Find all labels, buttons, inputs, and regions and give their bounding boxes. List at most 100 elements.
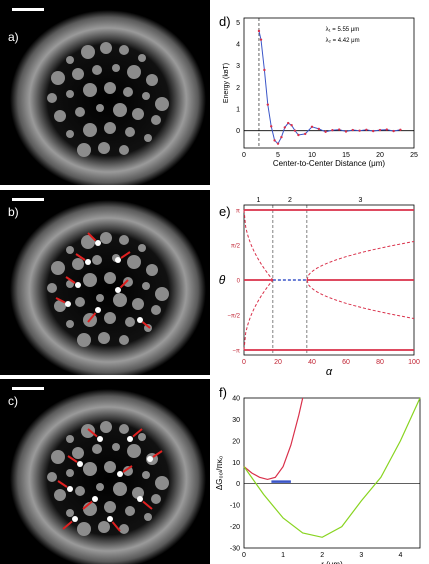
unstable-branch bbox=[243, 279, 274, 351]
x-tick-label: 0 bbox=[242, 152, 246, 159]
particle bbox=[66, 509, 74, 517]
particle bbox=[54, 110, 66, 122]
particle bbox=[112, 443, 120, 451]
arrow bbox=[119, 279, 129, 289]
annotation: λ₂ = 4.42 μm bbox=[326, 38, 360, 44]
bright-defect bbox=[95, 240, 101, 246]
y-axis-label: Energy (kʙT) bbox=[223, 63, 230, 103]
bright-defect bbox=[85, 259, 91, 265]
particle bbox=[104, 461, 116, 473]
data-point bbox=[297, 133, 300, 137]
data-point bbox=[280, 135, 283, 139]
x-axis-label: Center-to-Center Distance (μm) bbox=[273, 159, 386, 168]
panel-label-b: b) bbox=[8, 205, 19, 219]
red-curve bbox=[243, 397, 304, 481]
data-point bbox=[392, 129, 395, 133]
particle bbox=[146, 74, 158, 86]
data-point bbox=[338, 128, 341, 131]
x-tick-label: 60 bbox=[342, 359, 350, 366]
particle bbox=[47, 283, 57, 293]
particle bbox=[155, 287, 169, 301]
bright-defect bbox=[97, 436, 103, 442]
arrow bbox=[75, 253, 86, 261]
particle bbox=[123, 277, 133, 287]
y-tick-label: π bbox=[236, 209, 240, 215]
particle bbox=[51, 71, 65, 85]
arrow bbox=[55, 297, 66, 304]
particle bbox=[75, 297, 85, 307]
y-tick-label: 30 bbox=[232, 417, 240, 424]
bright-defect bbox=[107, 516, 113, 522]
data-point bbox=[263, 68, 266, 72]
particle bbox=[72, 258, 84, 270]
y-tick-label: 5 bbox=[236, 20, 240, 27]
data-point bbox=[351, 128, 354, 132]
particle bbox=[104, 272, 116, 284]
particle bbox=[125, 127, 135, 137]
particle bbox=[132, 298, 144, 310]
particle bbox=[138, 244, 146, 252]
particle bbox=[123, 87, 133, 97]
bright-defect bbox=[137, 496, 143, 502]
particle bbox=[119, 524, 129, 534]
data-point bbox=[283, 126, 286, 129]
bright-defect bbox=[72, 516, 78, 522]
particle bbox=[81, 235, 95, 249]
region-label: 2 bbox=[288, 197, 292, 204]
particle bbox=[83, 83, 97, 97]
y-axis-label: θ bbox=[219, 273, 226, 287]
particle bbox=[96, 294, 104, 302]
particle bbox=[83, 462, 97, 476]
data-point bbox=[287, 121, 290, 125]
particle bbox=[100, 421, 112, 433]
scale-bar bbox=[12, 198, 44, 201]
particle bbox=[66, 435, 74, 443]
x-axis-label: α bbox=[326, 366, 333, 378]
particle bbox=[83, 273, 97, 287]
particle bbox=[132, 487, 144, 499]
particle bbox=[75, 107, 85, 117]
data-point bbox=[344, 130, 348, 133]
particle bbox=[51, 450, 65, 464]
particle bbox=[92, 65, 102, 75]
scale-bar bbox=[12, 8, 44, 11]
particle bbox=[66, 320, 74, 328]
data-point bbox=[304, 132, 307, 136]
particle bbox=[151, 305, 161, 315]
bright-defect bbox=[147, 456, 153, 462]
x-tick-label: 4 bbox=[398, 552, 402, 559]
panel-label-d: d) bbox=[219, 14, 231, 29]
particle bbox=[112, 64, 120, 72]
y-axis-label: ΔG₀ₒₗ/πκ₀ bbox=[215, 456, 224, 490]
particle bbox=[127, 444, 141, 458]
particle bbox=[104, 501, 116, 513]
particle bbox=[75, 486, 85, 496]
bright-defect bbox=[75, 282, 81, 288]
plot-frame bbox=[243, 397, 421, 549]
y-tick-label: 40 bbox=[232, 396, 240, 403]
particle bbox=[151, 494, 161, 504]
particle bbox=[77, 522, 91, 536]
panel-label-a: a) bbox=[8, 30, 19, 44]
x-tick-label: 15 bbox=[342, 152, 350, 159]
arrow bbox=[87, 232, 97, 242]
bright-defect bbox=[95, 307, 101, 313]
bright-defect bbox=[115, 257, 121, 263]
arrow bbox=[67, 455, 78, 463]
particle bbox=[98, 332, 110, 344]
particle bbox=[77, 143, 91, 157]
particle bbox=[98, 142, 110, 154]
bright-defect bbox=[127, 436, 133, 442]
y-tick-label: -20 bbox=[230, 524, 240, 531]
y-tick-label: −π bbox=[232, 349, 240, 355]
droplet-halo bbox=[10, 200, 206, 375]
arrow bbox=[142, 500, 153, 510]
particle bbox=[66, 56, 74, 64]
arrow bbox=[62, 520, 73, 530]
bright-defect bbox=[115, 287, 121, 293]
microscopy-image-b: b) bbox=[0, 190, 210, 375]
data-point bbox=[293, 129, 297, 132]
particle bbox=[104, 82, 116, 94]
particle bbox=[119, 145, 129, 155]
